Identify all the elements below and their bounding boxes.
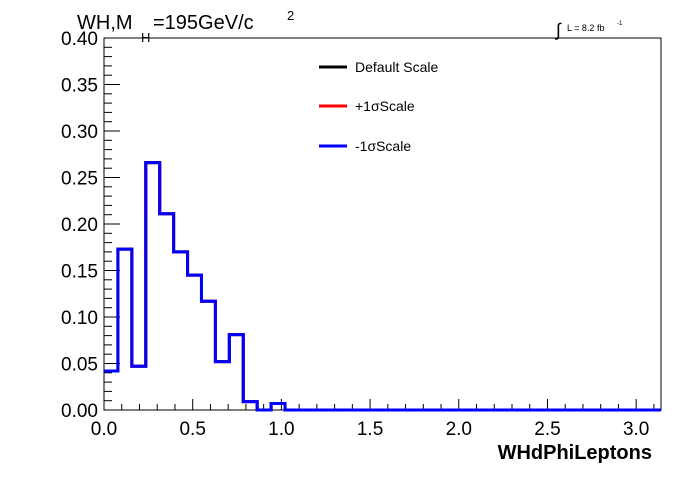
luminosity-exponent: -1 xyxy=(617,21,623,27)
chart-title-rest: =195GeV/c xyxy=(153,12,254,34)
chart-title-superscript: 2 xyxy=(287,8,294,23)
x-tick-label: 1.0 xyxy=(268,419,294,440)
series-line-2 xyxy=(104,161,661,412)
x-tick-label: 0.0 xyxy=(91,419,117,440)
y-tick-label: 0.10 xyxy=(61,308,98,329)
y-tick-label: 0.40 xyxy=(61,29,98,50)
y-tick-label: 0.25 xyxy=(61,169,98,190)
series-line-0 xyxy=(104,161,661,412)
plot-frame xyxy=(103,37,662,411)
chart-title-main: WH,M xyxy=(77,12,133,34)
x-tick-label: 3.0 xyxy=(623,419,649,440)
x-axis-label: WHdPhiLeptons xyxy=(498,442,652,464)
y-tick-label: 0.05 xyxy=(61,355,98,376)
x-tick-label: 2.5 xyxy=(534,419,560,440)
luminosity-label: L = 8.2 fb xyxy=(567,23,604,33)
y-tick-label: 0.20 xyxy=(61,215,98,236)
integral-sign: ∫ xyxy=(554,20,562,40)
legend-label: Default Scale xyxy=(355,59,438,75)
y-tick-label: 0.00 xyxy=(61,401,98,422)
y-tick-label: 0.15 xyxy=(61,262,98,283)
series-group xyxy=(104,161,661,412)
axes: 0.0 0.5 1.0 1.5 2.0 2.5 3.0 0.00 0.05 0.10 0.15 0.2… xyxy=(61,29,655,440)
x-tick-label: 2.0 xyxy=(446,419,472,440)
y-tick-label: 0.35 xyxy=(61,76,98,97)
series-line-1 xyxy=(104,161,661,412)
x-tick-label: 0.5 xyxy=(179,419,205,440)
legend-label: +1σScale xyxy=(355,98,415,114)
legend: Default Scale +1σScale -1σScale xyxy=(319,59,438,154)
legend-label: -1σScale xyxy=(355,138,411,154)
y-tick-label: 0.30 xyxy=(61,122,98,143)
x-tick-label: 1.5 xyxy=(357,419,383,440)
